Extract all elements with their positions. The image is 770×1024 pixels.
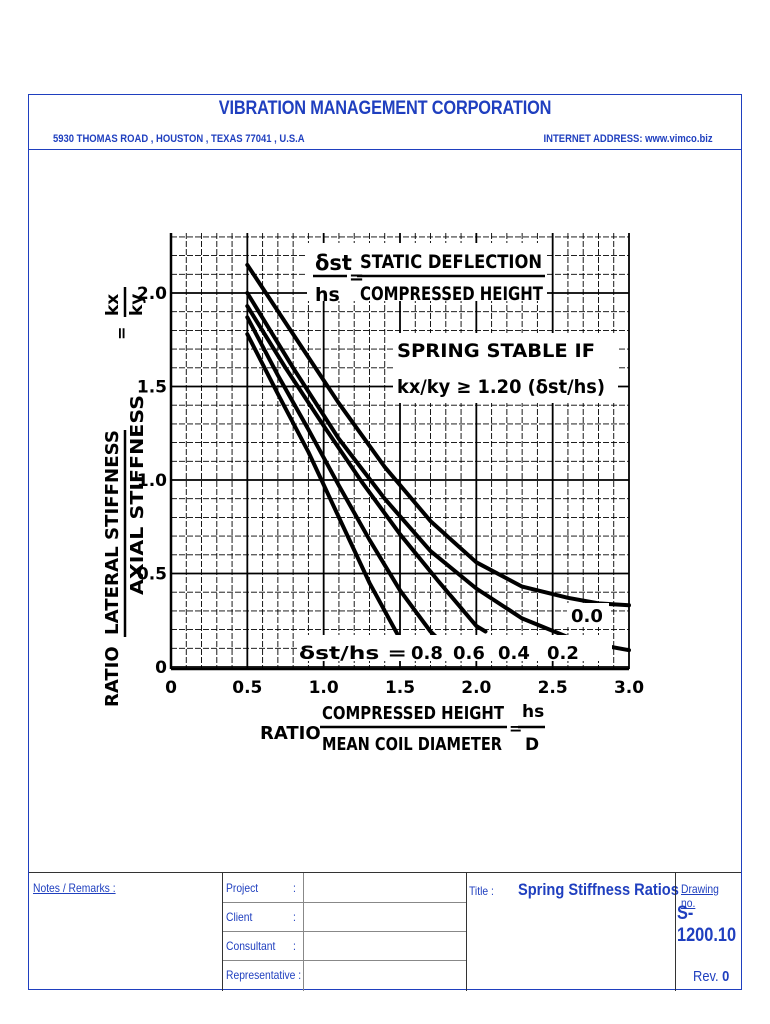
internet-address: INTERNET ADDRESS: www.vimco.biz [543, 133, 713, 145]
x-tick-label: 2.0 [461, 678, 491, 698]
drawing-divider [675, 873, 676, 991]
project-colon: : [293, 881, 296, 895]
x-axis-denominator: MEAN COIL DIAMETER [322, 734, 502, 755]
y-axis-equals: = [112, 327, 131, 340]
curve-0.0 [245, 262, 631, 608]
y-axis-denominator: AXIAL STIFFNESS [127, 395, 148, 595]
x-tick-label: 0.5 [232, 678, 262, 698]
y-axis-numerator: LATERAL STIFFNESS [102, 430, 123, 635]
legend-den-symbol: hs [315, 284, 340, 306]
x-tick-label: 1.0 [309, 678, 339, 698]
curve-0.4 [245, 304, 488, 634]
x-axis-prefix: RATIO [260, 723, 321, 744]
legend-den-text: COMPRESSED HEIGHT [360, 283, 543, 305]
title-block: Notes / Remarks : Project : Client : Con… [29, 872, 741, 991]
x-tick-label: 1.5 [385, 678, 415, 698]
stability-note-line1: SPRING STABLE IF [397, 340, 595, 362]
x-axis-sym-num: hs [522, 702, 544, 722]
x-axis-equals: = [509, 719, 522, 738]
stability-note: SPRING STABLE IF kx/ky ≥ 1.20 (δst/hs) [393, 333, 618, 403]
chart-ticks: 0 0.5 1.0 1.5 2.0 2.5 3.0 0 0.5 1.0 1.5 2.0 [137, 284, 644, 698]
representative-label: Representative : [226, 968, 302, 982]
curve-label-0.6: 0.6 [453, 643, 485, 664]
curve-label-0.0: 0.0 [571, 606, 603, 627]
x-tick-label: 0 [165, 678, 177, 698]
legend-num-symbol: δst [315, 251, 352, 275]
chart-curves [245, 262, 631, 653]
project-label: Project [226, 881, 259, 895]
drawing-frame: VIBRATION MANAGEMENT CORPORATION 5930 TH… [28, 94, 742, 991]
curve-label-prefix: δst/hs = [299, 643, 407, 664]
y-axis-title: RATIO LATERAL STIFFNESS AXIAL STIFFNESS … [102, 287, 148, 707]
legend-num-text: STATIC DEFLECTION [360, 251, 542, 273]
client-colon: : [293, 910, 296, 924]
curve-label-0.8: 0.8 [411, 643, 443, 664]
company-name: VIBRATION MANAGEMENT CORPORATION [218, 98, 552, 119]
x-tick-label: 2.5 [538, 678, 568, 698]
project-row: Project : [223, 873, 466, 903]
consultant-colon: : [293, 939, 296, 953]
consultant-row: Consultant : [223, 931, 466, 961]
curve-label-bg [297, 635, 612, 661]
legend-equals: = [349, 267, 364, 288]
drawing-number: S-1200.10 [677, 903, 737, 946]
stability-note-bg [393, 333, 618, 403]
notes-cell: Notes / Remarks : [29, 873, 223, 991]
drawing-number-label: Drawing no. [681, 882, 719, 910]
title-label: Title : [469, 884, 494, 898]
notes-label: Notes / Remarks : [33, 881, 116, 895]
curve-label-0.0-bg [567, 603, 609, 627]
curve-0.6 [245, 315, 441, 641]
y-axis-sym-den: ky [127, 294, 147, 316]
consultant-label: Consultant [226, 939, 276, 953]
x-axis-numerator: COMPRESSED HEIGHT [322, 703, 505, 724]
y-axis-prefix: RATIO [102, 646, 123, 707]
drawing-title: Spring Stiffness Ratios [518, 880, 679, 899]
x-tick-label: 3.0 [614, 678, 644, 698]
consultant-value-divider [303, 931, 304, 960]
client-row: Client : [223, 902, 466, 932]
curve-label-0.4: 0.4 [498, 643, 530, 664]
title-divider [466, 873, 467, 991]
client-label: Client [226, 910, 253, 924]
x-axis-title: RATIO COMPRESSED HEIGHT MEAN COIL DIAMET… [260, 702, 545, 755]
y-tick-label: 1.0 [137, 471, 167, 491]
legend-box: δst hs = STATIC DEFLECTION COMPRESSED HE… [307, 243, 547, 306]
header-divider [29, 149, 741, 150]
y-tick-label: 0 [155, 658, 167, 678]
company-address: 5930 THOMAS ROAD , HOUSTON , TEXAS 77041… [53, 133, 305, 145]
y-tick-label: 1.5 [137, 378, 167, 398]
curve-0.8 [245, 332, 402, 641]
spring-stiffness-chart: 0 0.5 1.0 1.5 2.0 2.5 3.0 0 0.5 1.0 1.5 2.0 δst hs … [102, 233, 644, 755]
x-axis-sym-den: D [525, 735, 539, 755]
y-tick-label: 2.0 [137, 284, 167, 304]
stability-note-line2: kx/ky ≥ 1.20 (δst/hs) [397, 376, 605, 398]
representative-value-divider [303, 960, 304, 991]
revision-label: Rev. [693, 968, 719, 985]
project-value-divider [303, 873, 304, 902]
client-value-divider [303, 902, 304, 931]
representative-row: Representative : [223, 960, 466, 991]
legend-box-bg [307, 243, 547, 301]
revision-value: 0 [722, 968, 730, 985]
y-axis-sym-num: kx [103, 294, 123, 316]
y-tick-label: 0.5 [137, 565, 167, 585]
curve-label-0.2: 0.2 [547, 643, 579, 664]
revision: Rev. 0 [693, 968, 729, 985]
